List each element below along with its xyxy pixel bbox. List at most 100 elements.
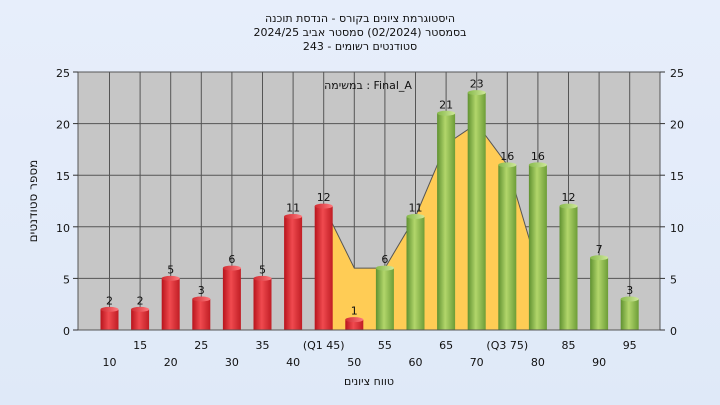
bar-body [100,309,119,330]
bar-body [345,319,364,330]
bar-top [559,203,578,209]
chart-annotation: במשימה : Final_A [324,79,412,92]
bar-body [406,216,425,330]
bar-30 [222,265,241,330]
bar-body [437,113,456,330]
bar-top [192,296,211,302]
y-tick-label-left: 10 [56,222,70,235]
bar-value-label: 11 [286,201,300,214]
y-axis-left-ticks: 0 5 10 15 20 25 [56,67,78,338]
bar-10 [100,306,119,330]
x-tick-label: 55 [378,339,392,352]
bar-body [222,268,241,330]
title-line-3: סטודנטים רשומים - 243 [303,40,417,53]
bar-value-label: 16 [500,150,514,163]
bar-20 [161,275,180,330]
x-tick-label: 40 [286,356,300,369]
bar-top [406,213,425,219]
bar-body [528,164,547,330]
bar-65 [437,110,456,330]
bar-40 [284,213,303,330]
y-tick-label-right: 15 [670,170,684,183]
bar-85 [559,203,578,330]
bar-body [314,206,333,330]
y-tick-label-left: 25 [56,67,70,80]
chart-title: היסטוגרמת ציונים בקורס - הנדסת תוכנה בסמ… [253,12,466,53]
y-tick-label-left: 5 [63,273,70,286]
plot-border [77,71,661,331]
y-tick-label-left: 20 [56,119,70,132]
x-tick-label: 35 [256,339,270,352]
bar-80 [528,162,547,330]
bar-(Q3 75) [498,162,517,330]
bar-body [131,309,150,330]
bar-top [345,317,364,323]
y-tick-label-right: 25 [670,67,684,80]
bar-body [467,92,486,330]
bar-top [314,203,333,209]
bar-body [192,299,211,330]
title-line-1: היסטוגרמת ציונים בקורס - הנדסת תוכנה [265,12,455,25]
x-tick-label: 50 [347,356,361,369]
bar-value-label: 5 [259,263,266,276]
y-tick-label-right: 0 [670,325,677,338]
bar-body [590,257,609,330]
bars-group [100,90,639,330]
x-axis-label: טווח ציונים [344,375,394,388]
x-tick-label: 10 [103,356,117,369]
bar-top [528,162,547,168]
bar-value-label: 2 [137,294,144,307]
x-tick-label: 30 [225,356,239,369]
bar-top [620,296,639,302]
bar-top [375,265,394,271]
bar-top [467,90,486,96]
bar-value-label: 2 [106,294,113,307]
bar-value-label: 1 [351,305,358,318]
y-tick-label-left: 15 [56,170,70,183]
bar-body [559,206,578,330]
bar-value-label: 5 [167,263,174,276]
bar-body [161,278,180,330]
x-axis-ticks: 10 15 20 25 30 35 40(Q1 45)50 55 60 65 70(Q3 75)80… [103,339,637,369]
x-tick-label: 85 [562,339,576,352]
y-tick-label-right: 5 [670,273,677,286]
bar-top [498,162,517,168]
bar-top [590,255,609,261]
bar-value-label: 21 [439,98,453,111]
x-tick-label: 15 [133,339,147,352]
bar-value-label: 23 [470,78,484,91]
bar-top [100,306,119,312]
x-tick-label: 80 [531,356,545,369]
bar-value-label: 16 [531,150,545,163]
bar-(Q1 45) [314,203,333,330]
bar-body [620,299,639,330]
x-tick-label: (Q1 45) [303,339,345,352]
bar-25 [192,296,211,330]
bar-70 [467,90,486,330]
bar-top [161,275,180,281]
x-tick-label: 20 [164,356,178,369]
x-tick-label: 60 [409,356,423,369]
bar-50 [345,317,364,330]
bar-top [284,213,303,219]
bar-90 [590,255,609,330]
y-axis-right-ticks: 0 5 10 15 20 25 [660,67,684,338]
bar-value-label: 3 [626,284,633,297]
bar-value-label: 6 [228,253,235,266]
bar-top [253,275,272,281]
bar-55 [375,265,394,330]
bar-body [375,268,394,330]
x-tick-label: (Q3 75) [486,339,528,352]
y-axis-label: מספר סטודנטים [26,160,40,243]
bar-value-label: 12 [317,191,331,204]
bar-body [253,278,272,330]
bar-top [437,110,456,116]
bar-top [222,265,241,271]
bar-value-label: 7 [596,243,603,256]
x-tick-label: 65 [439,339,453,352]
bar-15 [131,306,150,330]
x-tick-label: 90 [592,356,606,369]
